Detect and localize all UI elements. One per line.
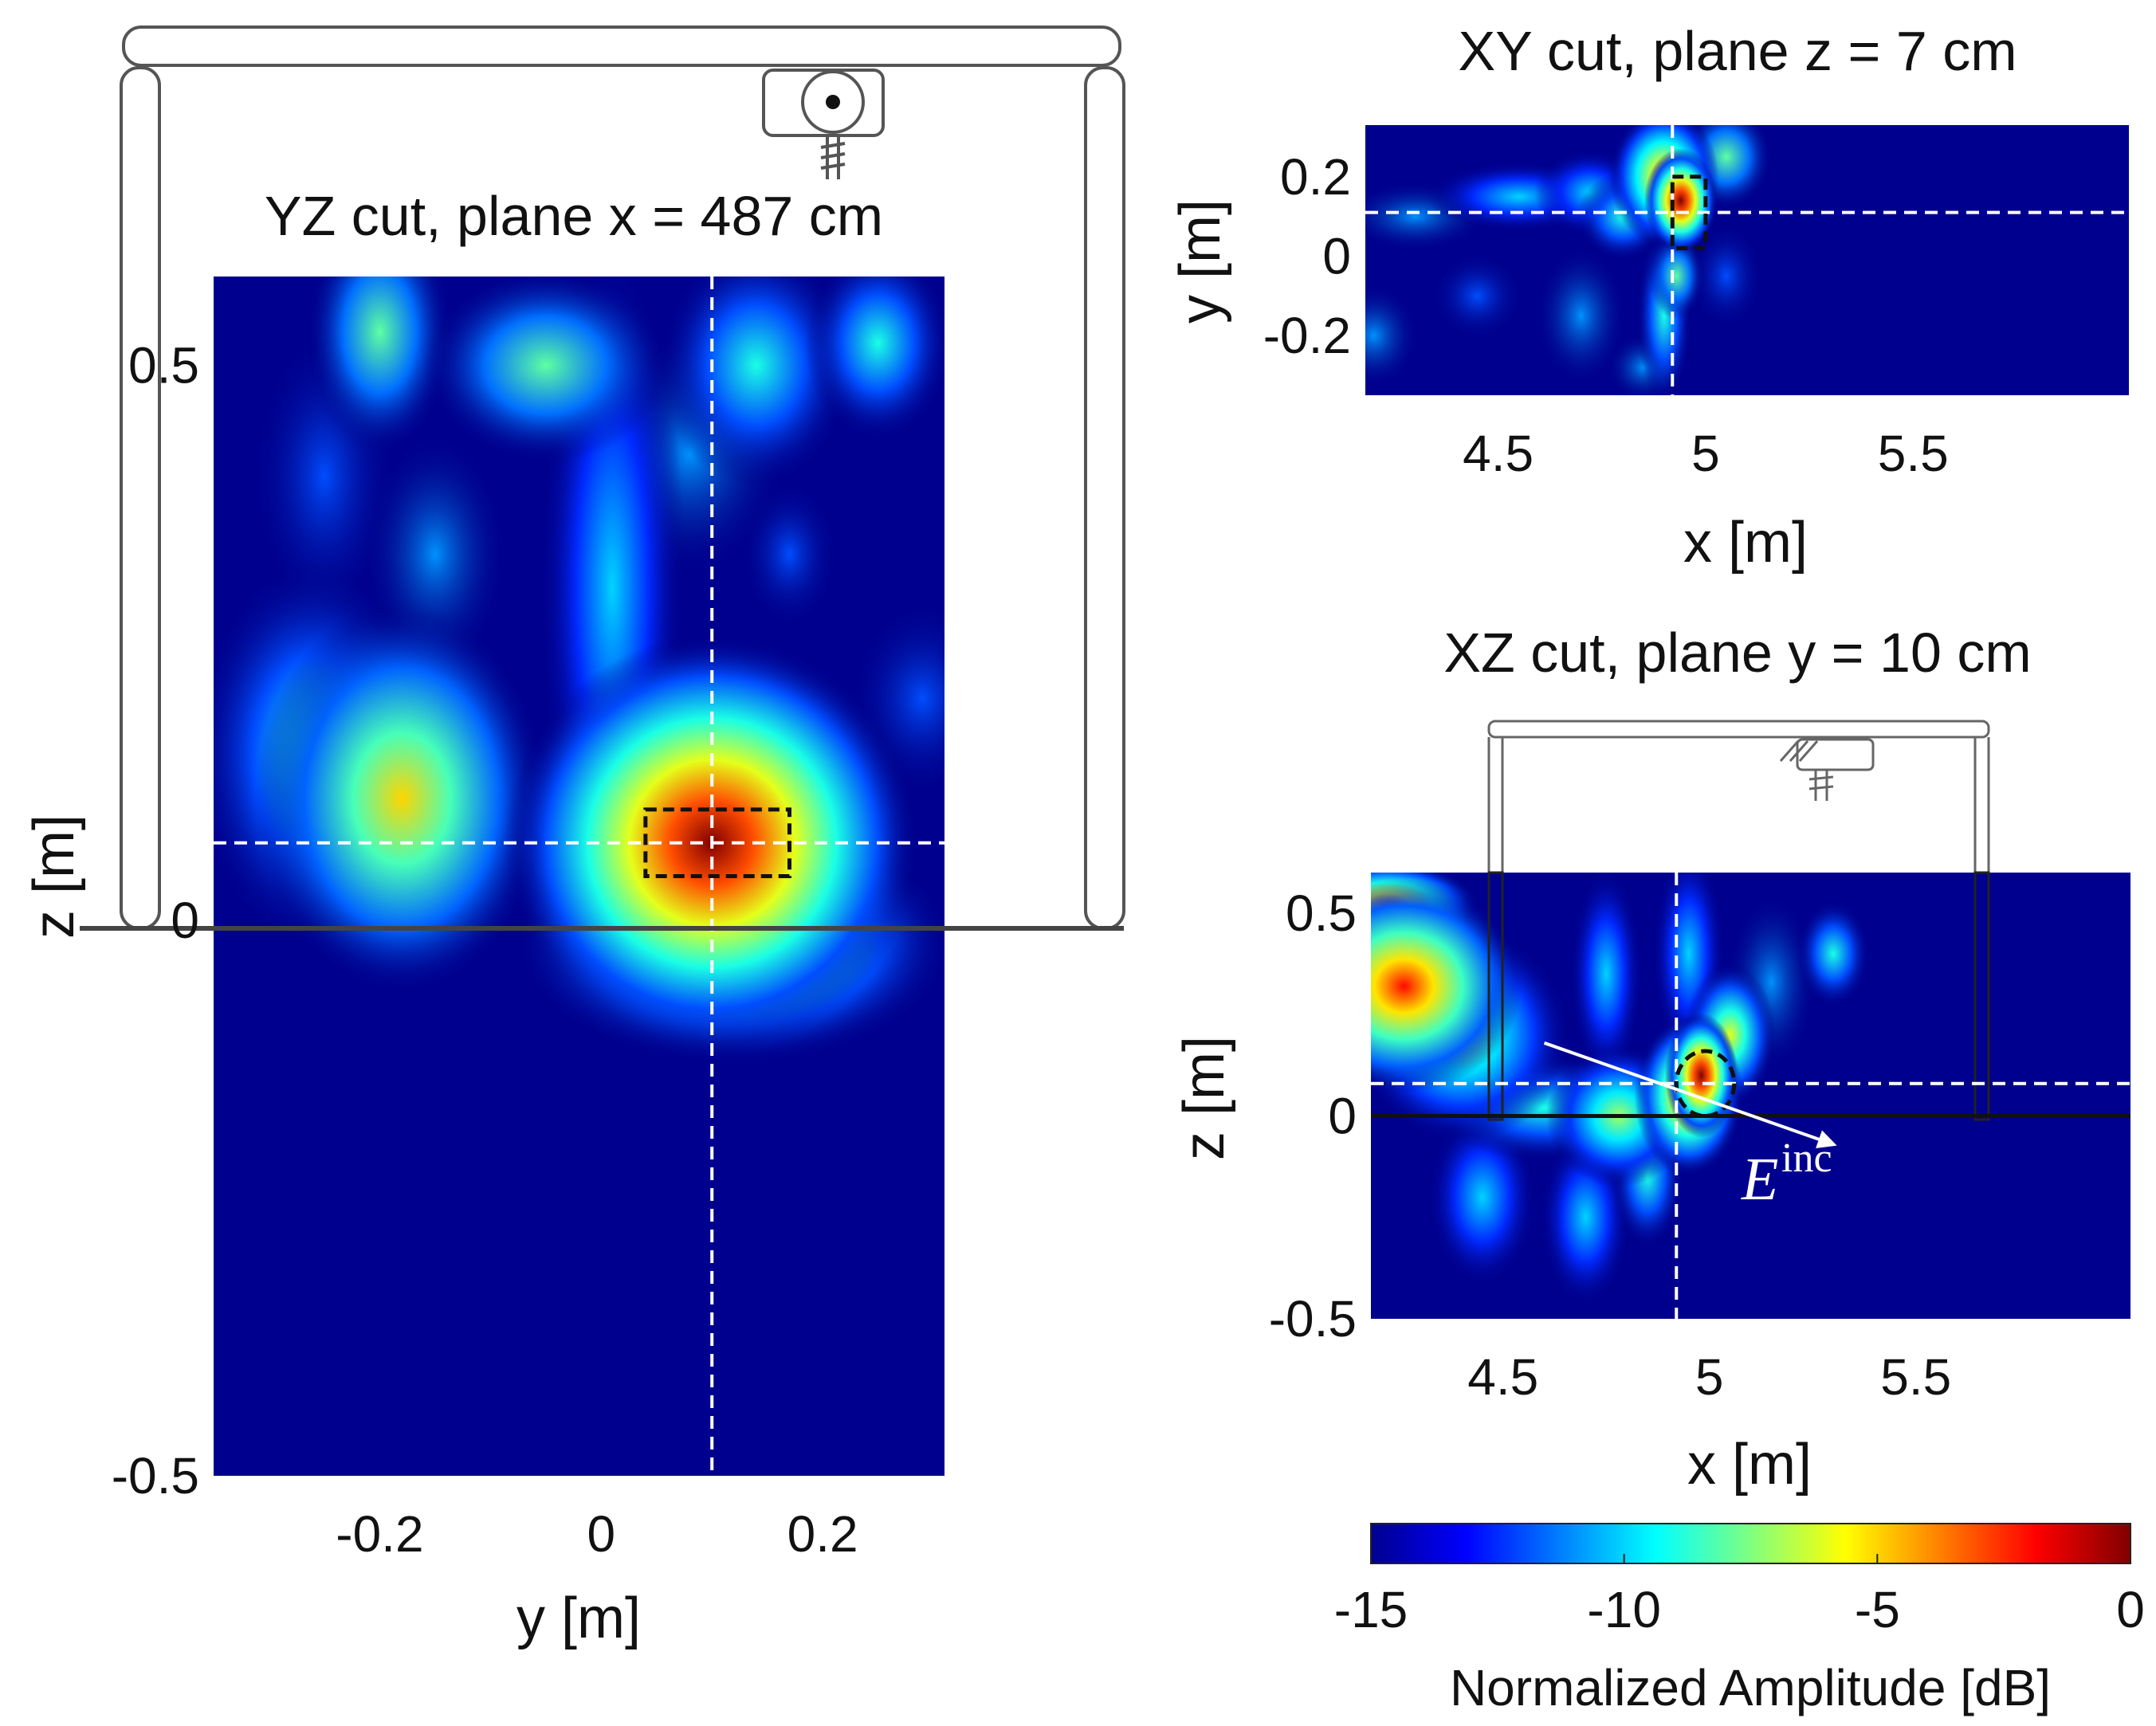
colorbar-gradient xyxy=(1370,1523,2131,1564)
yz-hotspot xyxy=(424,277,668,464)
xy-hotspot xyxy=(1431,252,1523,340)
xz-x-tick-label: 5.5 xyxy=(1880,1348,1951,1406)
xz-y-axis-label: z [m] xyxy=(1172,1036,1236,1160)
yz-overlay xyxy=(214,277,944,1476)
colorbar-ticks: -15 -10 -5 0 xyxy=(1334,1554,2145,1638)
colorbar: -15 -10 -5 0 Normalized Amplitude [dB] xyxy=(1334,1523,2145,1716)
incident-field-symbol: E xyxy=(1741,1146,1778,1213)
yz-title: YZ cut, plane x = 487 cm xyxy=(265,185,883,247)
xz-gantry-illustration xyxy=(1487,720,1990,873)
yz-target-box xyxy=(643,807,791,879)
xz-y-tick-label: 0 xyxy=(1328,1087,1357,1144)
xy-hotspot xyxy=(1535,245,1628,386)
xz-x-tick-label: 5 xyxy=(1695,1348,1724,1406)
xz-hotspot xyxy=(1664,1013,1738,1138)
yz-ticks: -0.2 0 0.2 -0.5 0 0.5 xyxy=(112,336,858,1563)
xy-panel: 4.5 5 5.5 0.2 0 -0.2 XY cut, plane z = 7 cm x… xyxy=(1168,20,2129,575)
xz-right-post-overlay xyxy=(1973,871,1990,1121)
camera-lens-center xyxy=(826,95,840,109)
camera-screw-icon xyxy=(820,135,846,179)
xz-x-axis-label: x [m] xyxy=(1687,1433,1812,1497)
colorbar-tick-label: -5 xyxy=(1855,1581,1900,1638)
gantry-top-beam xyxy=(122,25,1121,67)
incident-field-arrow xyxy=(1543,1041,1837,1149)
xz-camera-hatch-icon xyxy=(1779,740,1819,762)
xy-y-tick-label: 0.2 xyxy=(1280,148,1351,206)
colorbar-tick-label: 0 xyxy=(2116,1581,2145,1638)
yz-y-tick-label: 0 xyxy=(171,892,199,949)
xz-title: XZ cut, plane y = 10 cm xyxy=(1443,622,2031,684)
colorbar-tick-label: -15 xyxy=(1334,1581,1408,1638)
gantry-right-post xyxy=(1084,66,1125,930)
yz-hotspot xyxy=(658,277,854,488)
xy-x-tick-label: 4.5 xyxy=(1463,425,1534,482)
xy-title: XY cut, plane z = 7 cm xyxy=(1458,20,2017,82)
xz-hotspot xyxy=(1569,873,1643,1081)
yz-heatmap xyxy=(214,277,944,1065)
yz-x-tick-label: 0 xyxy=(587,1505,615,1563)
xz-gantry-top-beam xyxy=(1487,720,1990,739)
yz-hotspot xyxy=(804,277,944,441)
xy-x-tick-label: 5.5 xyxy=(1878,425,1949,482)
xy-hotspot xyxy=(1649,232,1704,320)
xz-ticks: 4.5 5 5.5 0.5 0 -0.5 xyxy=(1269,885,1951,1406)
xz-hotspot xyxy=(1371,879,1522,1093)
xz-gantry-posts-overlay xyxy=(1487,871,1990,1121)
colorbar-tick-label: -10 xyxy=(1587,1581,1661,1638)
xz-overlay xyxy=(1371,873,2130,1319)
yz-x-axis-label: y [m] xyxy=(516,1587,641,1650)
xy-hotspot xyxy=(1690,223,1763,329)
yz-y-tick-label: -0.5 xyxy=(112,1447,199,1504)
xz-left-post-overlay xyxy=(1487,871,1504,1121)
colorbar-label: Normalized Amplitude [dB] xyxy=(1450,1659,2051,1716)
gantry-left-post xyxy=(120,66,161,930)
xz-hotspot xyxy=(1797,900,1870,1008)
yz-y-axis-label: z [m] xyxy=(22,814,86,939)
yz-hotspot xyxy=(306,277,454,454)
xz-x-tick-label: 4.5 xyxy=(1467,1348,1538,1406)
xy-x-axis-label: x [m] xyxy=(1683,511,1808,575)
xy-hotspot xyxy=(1644,147,1718,253)
yz-x-tick-label: -0.2 xyxy=(336,1505,423,1563)
yz-gantry-illustration xyxy=(120,25,1125,930)
xz-camera-mount xyxy=(1796,738,1875,771)
xy-y-tick-label: -0.2 xyxy=(1263,307,1351,364)
xz-y-tick-label: -0.5 xyxy=(1269,1290,1357,1347)
xy-heatmap xyxy=(1365,125,1773,395)
xy-overlay xyxy=(1365,125,2129,395)
yz-hotspot xyxy=(255,602,548,994)
xy-ticks: 4.5 5 5.5 0.2 0 -0.2 xyxy=(1263,148,1949,482)
xz-y-tick-label: 0.5 xyxy=(1286,885,1357,942)
xy-hotspot xyxy=(1365,283,1420,389)
xy-y-tick-label: 0 xyxy=(1322,228,1351,285)
xz-target-circle xyxy=(1674,1049,1737,1118)
xz-panel: 4.5 5 5.50.50-0.5 XZ cut, plane y = 10 cm … xyxy=(1172,622,2130,1497)
xz-camera-screw-icon xyxy=(1808,770,1834,801)
xy-x-tick-label: 5 xyxy=(1691,425,1720,482)
yz-x-tick-label: 0.2 xyxy=(787,1505,858,1563)
yz-panel: -0.2 0 0.2 -0.5 0 0.5 YZ cut, plane x = 487 c… xyxy=(22,25,1125,1650)
xy-y-axis-label: y [m] xyxy=(1168,199,1232,324)
incident-field-superscript: inc xyxy=(1781,1136,1832,1181)
yz-y-tick-label: 0.5 xyxy=(128,336,199,394)
